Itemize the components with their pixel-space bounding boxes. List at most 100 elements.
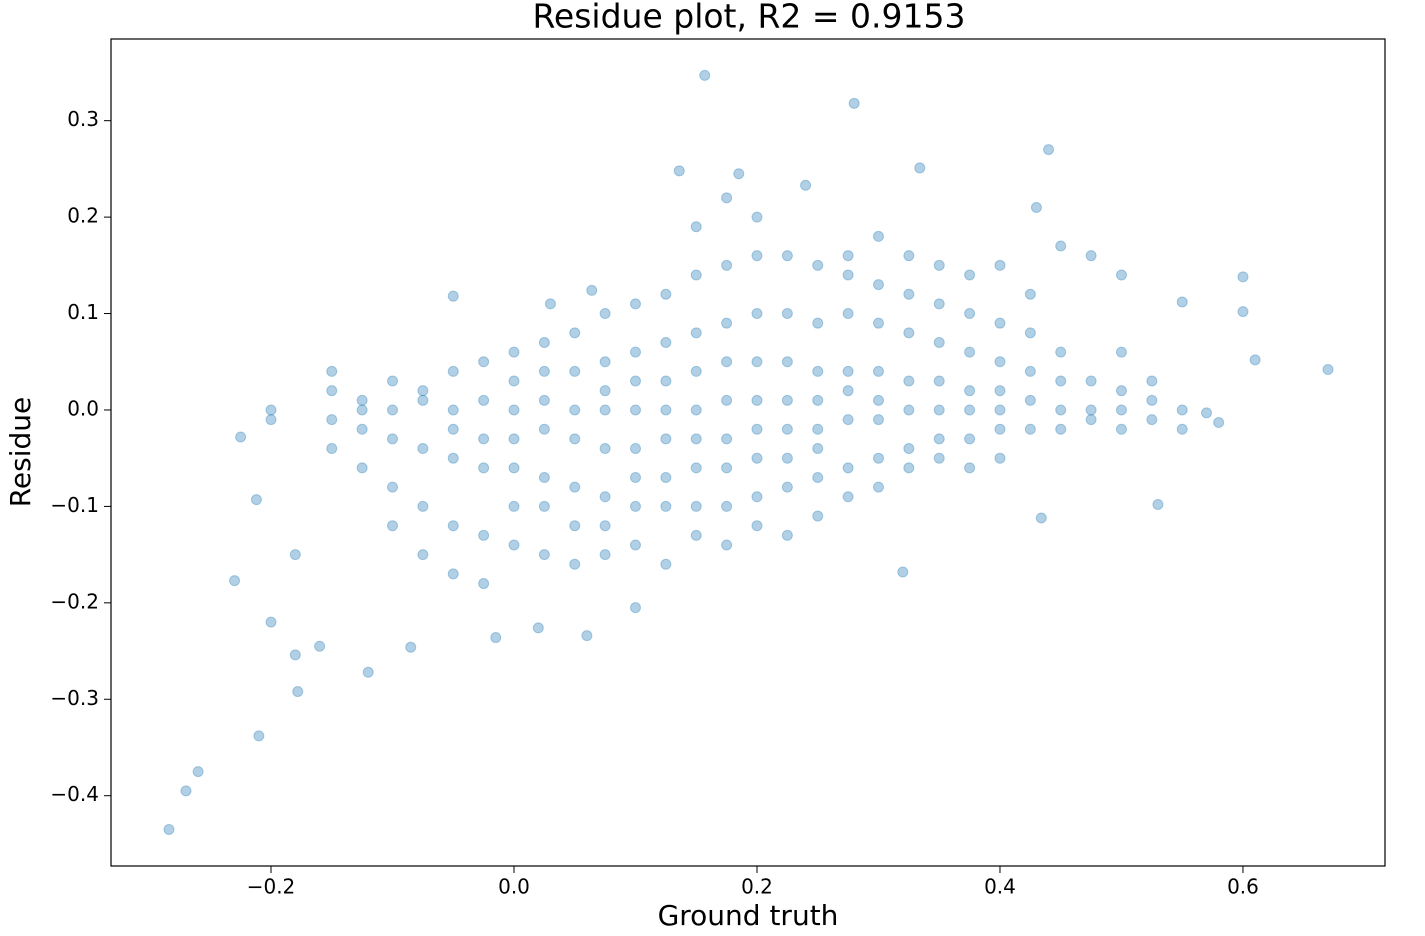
point — [964, 308, 976, 320]
point — [417, 394, 429, 406]
y-tick-label: −0.4 — [50, 782, 99, 806]
point — [812, 365, 824, 377]
point — [538, 365, 550, 377]
point — [490, 632, 502, 644]
point — [356, 462, 368, 474]
point — [933, 298, 945, 310]
point — [599, 443, 611, 455]
point — [690, 221, 702, 233]
point — [751, 250, 763, 262]
point — [800, 179, 812, 191]
point — [842, 491, 854, 503]
point — [872, 365, 884, 377]
point — [842, 308, 854, 320]
point — [326, 443, 338, 455]
point — [903, 288, 915, 300]
point — [1213, 417, 1225, 429]
point — [872, 317, 884, 329]
x-tick-label: 0.2 — [741, 875, 773, 899]
point — [842, 385, 854, 397]
point — [599, 549, 611, 561]
point — [229, 575, 241, 587]
point — [690, 529, 702, 541]
point — [569, 558, 581, 570]
point — [781, 452, 793, 464]
point — [812, 471, 824, 483]
point — [914, 162, 926, 174]
point — [721, 356, 733, 368]
point — [699, 69, 711, 81]
x-tick-label: 0.6 — [1227, 875, 1259, 899]
plot-frame — [110, 38, 1386, 867]
point — [447, 290, 459, 302]
x-tick-label: −0.2 — [247, 875, 296, 899]
point — [417, 443, 429, 455]
point — [1024, 394, 1036, 406]
point — [586, 284, 598, 296]
point — [781, 308, 793, 320]
point — [721, 259, 733, 271]
point — [721, 192, 733, 204]
point — [478, 578, 490, 590]
point — [447, 365, 459, 377]
point — [994, 317, 1006, 329]
point — [599, 356, 611, 368]
point — [964, 433, 976, 445]
point — [629, 500, 641, 512]
point — [356, 404, 368, 416]
point — [812, 317, 824, 329]
point — [538, 336, 550, 348]
point — [538, 394, 550, 406]
point — [690, 365, 702, 377]
point — [478, 462, 490, 474]
point — [1055, 423, 1067, 435]
point — [781, 481, 793, 493]
point — [751, 308, 763, 320]
point — [812, 423, 824, 435]
point — [660, 375, 672, 387]
x-tick-label: 0.0 — [498, 875, 530, 899]
point — [417, 500, 429, 512]
chart-title: Residue plot, R2 = 0.9153 — [532, 0, 965, 36]
point — [933, 404, 945, 416]
point — [1176, 404, 1188, 416]
point — [508, 375, 520, 387]
point — [508, 539, 520, 551]
point — [265, 616, 277, 628]
point — [1030, 201, 1042, 213]
point — [387, 404, 399, 416]
y-tick-label: 0.3 — [67, 107, 99, 131]
point — [848, 97, 860, 109]
point — [1201, 407, 1213, 419]
point — [1024, 288, 1036, 300]
point — [660, 336, 672, 348]
point — [1115, 269, 1127, 281]
point — [1322, 363, 1334, 375]
point — [629, 471, 641, 483]
point — [569, 327, 581, 339]
point — [478, 394, 490, 406]
point — [478, 433, 490, 445]
point — [903, 327, 915, 339]
point — [1043, 144, 1055, 156]
point — [690, 269, 702, 281]
point — [721, 433, 733, 445]
point — [314, 640, 326, 652]
point — [387, 433, 399, 445]
point — [599, 520, 611, 532]
point — [629, 375, 641, 387]
y-axis-label: Residue — [4, 397, 37, 508]
point — [1249, 354, 1261, 366]
point — [387, 520, 399, 532]
point — [733, 168, 745, 180]
point — [781, 529, 793, 541]
point — [192, 766, 204, 778]
point — [387, 481, 399, 493]
point — [629, 602, 641, 614]
point — [1115, 346, 1127, 358]
point — [1237, 271, 1249, 283]
point — [660, 288, 672, 300]
point — [387, 375, 399, 387]
point — [721, 394, 733, 406]
